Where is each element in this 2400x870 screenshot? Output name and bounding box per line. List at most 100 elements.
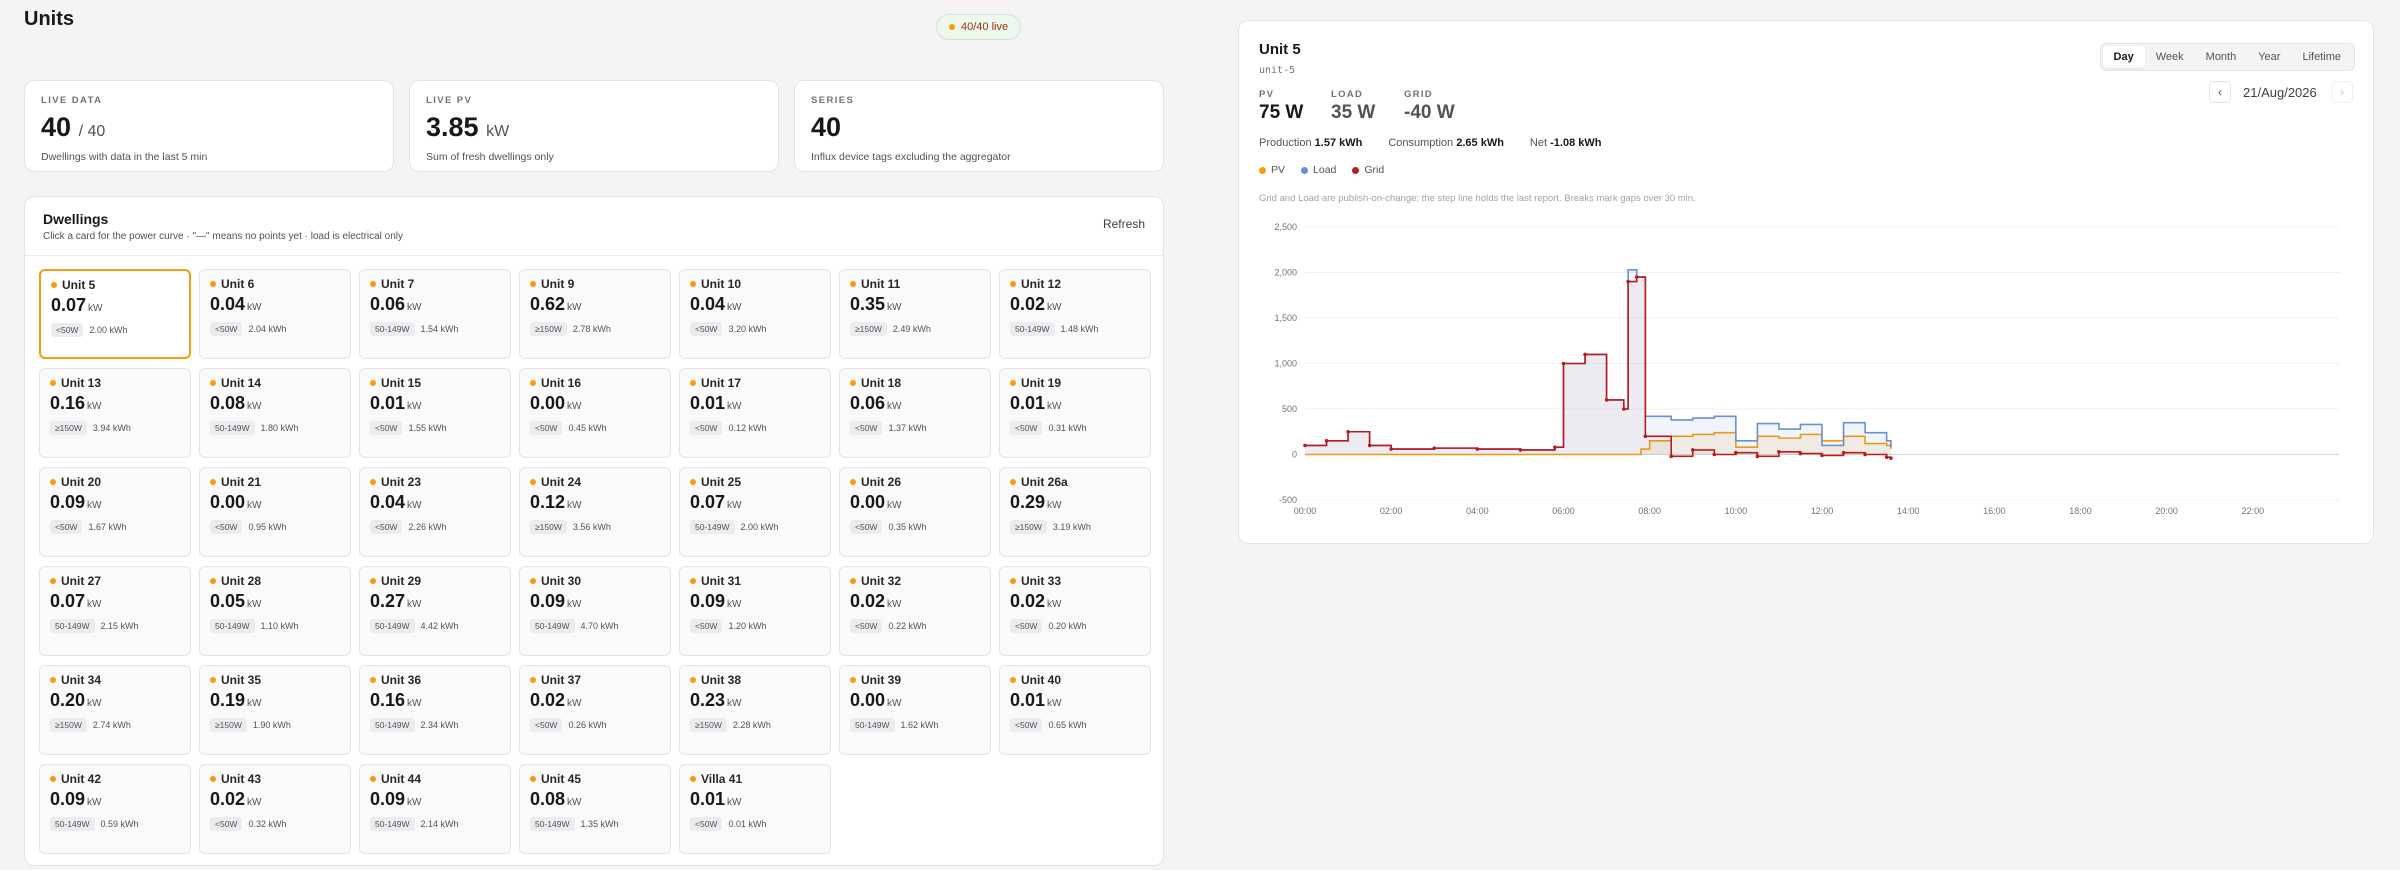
dwelling-card[interactable]: Unit 11 0.35 kW ≥150W 2.49 kWh <box>839 269 991 359</box>
stat-value: 40 <box>811 112 842 142</box>
grid-point <box>1367 443 1372 448</box>
refresh-button[interactable]: Refresh <box>1102 217 1145 231</box>
dwelling-power: 0.29 kW <box>1010 492 1062 512</box>
next-date-button[interactable]: › <box>2331 81 2353 103</box>
dwelling-energy: 1.90 kWh <box>252 720 291 730</box>
dwelling-card[interactable]: Unit 17 0.01 kW <50W 0.12 kWh <box>679 368 831 458</box>
dwelling-card[interactable]: Unit 26a 0.29 kW ≥150W 3.19 kWh <box>999 467 1151 557</box>
divider <box>25 255 1163 256</box>
dwelling-card[interactable]: Unit 12 0.02 kW 50-149W 1.48 kWh <box>999 269 1151 359</box>
dwelling-energy: 0.26 kWh <box>568 720 607 730</box>
dwelling-card[interactable]: Unit 45 0.08 kW 50-149W 1.35 kWh <box>519 764 671 854</box>
dwelling-card[interactable]: Unit 36 0.16 kW 50-149W 2.34 kWh <box>359 665 511 755</box>
dwelling-card[interactable]: Unit 42 0.09 kW 50-149W 0.59 kWh <box>39 764 191 854</box>
dwelling-energy: 1.55 kWh <box>408 423 447 433</box>
dwelling-card[interactable]: Unit 14 0.08 kW 50-149W 1.80 kWh <box>199 368 351 458</box>
dwelling-card[interactable]: Unit 27 0.07 kW 50-149W 2.15 kWh <box>39 566 191 656</box>
tab-lifetime[interactable]: Lifetime <box>2302 51 2341 63</box>
dwelling-energy: 1.62 kWh <box>900 720 939 730</box>
dwelling-name: Unit 27 <box>50 574 180 588</box>
stat-description: Dwellings with data in the last 5 min <box>41 151 208 163</box>
grid-point <box>1777 449 1781 454</box>
dwelling-card[interactable]: Unit 5 0.07 kW <50W 2.00 kWh <box>39 269 191 359</box>
dwelling-power: 0.09 kW <box>530 591 582 611</box>
status-dot-icon <box>210 380 216 386</box>
tab-day[interactable]: Day <box>2102 46 2145 68</box>
dwelling-card[interactable]: Unit 19 0.01 kW <50W 0.31 kWh <box>999 368 1151 458</box>
status-dot-icon <box>51 282 57 288</box>
dwelling-name: Unit 31 <box>690 574 820 588</box>
dwelling-name: Unit 21 <box>210 475 340 489</box>
status-dot-icon <box>530 380 536 386</box>
dwelling-card[interactable]: Unit 34 0.20 kW ≥150W 2.74 kWh <box>39 665 191 755</box>
dwelling-card[interactable]: Unit 29 0.27 kW 50-149W 4.42 kWh <box>359 566 511 656</box>
dwelling-energy: 2.28 kWh <box>732 720 771 730</box>
dwelling-power: 0.08 kW <box>210 393 262 413</box>
dwelling-card[interactable]: Unit 35 0.19 kW ≥150W 1.90 kWh <box>199 665 351 755</box>
dwelling-card[interactable]: Unit 33 0.02 kW <50W 0.20 kWh <box>999 566 1151 656</box>
dwelling-power: 0.02 kW <box>850 591 902 611</box>
dwelling-energy: 2.14 kWh <box>420 819 459 829</box>
load-band-badge: 50-149W <box>690 520 735 534</box>
dwelling-card[interactable]: Unit 26 0.00 kW <50W 0.35 kWh <box>839 467 991 557</box>
dwelling-card[interactable]: Unit 13 0.16 kW ≥150W 3.94 kWh <box>39 368 191 458</box>
status-dot-icon <box>1010 281 1016 287</box>
dwelling-card[interactable]: Unit 15 0.01 kW <50W 1.55 kWh <box>359 368 511 458</box>
dwelling-card[interactable]: Unit 43 0.02 kW <50W 0.32 kWh <box>199 764 351 854</box>
dwelling-meta: ≥150W 3.94 kWh <box>50 421 180 435</box>
status-dot-icon <box>530 578 536 584</box>
dwelling-card[interactable]: Unit 24 0.12 kW ≥150W 3.56 kWh <box>519 467 671 557</box>
dwelling-name: Unit 29 <box>370 574 500 588</box>
dwelling-card[interactable]: Unit 40 0.01 kW <50W 0.65 kWh <box>999 665 1151 755</box>
dwelling-card[interactable]: Unit 6 0.04 kW <50W 2.04 kWh <box>199 269 351 359</box>
dwelling-card[interactable]: Unit 9 0.62 kW ≥150W 2.78 kWh <box>519 269 671 359</box>
dwelling-card[interactable]: Unit 28 0.05 kW 50-149W 1.10 kWh <box>199 566 351 656</box>
status-dot-icon <box>1010 380 1016 386</box>
dwelling-card[interactable]: Unit 39 0.00 kW 50-149W 1.62 kWh <box>839 665 991 755</box>
previous-date-button[interactable]: ‹ <box>2209 81 2231 103</box>
status-dot-icon <box>850 479 856 485</box>
load-band-badge: <50W <box>850 421 883 435</box>
load-band-badge: 50-149W <box>370 619 415 633</box>
grid-point <box>1690 448 1695 452</box>
dwelling-card[interactable]: Unit 44 0.09 kW 50-149W 2.14 kWh <box>359 764 511 854</box>
status-dot-icon <box>50 776 56 782</box>
dwelling-name: Unit 14 <box>210 376 340 390</box>
dwelling-card[interactable]: Unit 38 0.23 kW ≥150W 2.28 kWh <box>679 665 831 755</box>
status-dot-icon <box>50 677 56 683</box>
grid-point <box>1346 429 1350 434</box>
load-band-badge: 50-149W <box>210 619 255 633</box>
dwelling-card[interactable]: Villa 41 0.01 kW <50W 0.01 kWh <box>679 764 831 854</box>
dwelling-energy: 0.45 kWh <box>568 423 607 433</box>
status-dot-icon <box>210 578 216 584</box>
status-dot-icon <box>50 380 56 386</box>
dwelling-card[interactable]: Unit 20 0.09 kW <50W 1.67 kWh <box>39 467 191 557</box>
dwelling-card[interactable]: Unit 30 0.09 kW 50-149W 4.70 kWh <box>519 566 671 656</box>
dwelling-name: Unit 7 <box>370 277 500 291</box>
dwelling-card[interactable]: Unit 25 0.07 kW 50-149W 2.00 kWh <box>679 467 831 557</box>
load-band-badge: <50W <box>690 421 723 435</box>
dwelling-card[interactable]: Unit 31 0.09 kW <50W 1.20 kWh <box>679 566 831 656</box>
dwelling-power: 0.00 kW <box>210 492 262 512</box>
tab-month[interactable]: Month <box>2205 51 2237 63</box>
dwelling-card[interactable]: Unit 37 0.02 kW <50W 0.26 kWh <box>519 665 671 755</box>
dwelling-card[interactable]: Unit 7 0.06 kW 50-149W 1.54 kWh <box>359 269 511 359</box>
tab-year[interactable]: Year <box>2258 51 2281 63</box>
dwelling-name: Unit 42 <box>50 772 180 786</box>
dwelling-name: Unit 12 <box>1010 277 1140 291</box>
dwelling-card[interactable]: Unit 16 0.00 kW <50W 0.45 kWh <box>519 368 671 458</box>
dwelling-card[interactable]: Unit 10 0.04 kW <50W 3.20 kWh <box>679 269 831 359</box>
status-dot-icon <box>370 578 376 584</box>
load-band-badge: 50-149W <box>50 619 95 633</box>
dwelling-energy: 1.35 kWh <box>580 819 619 829</box>
dwelling-energy: 3.19 kWh <box>1052 522 1091 532</box>
dwelling-energy: 0.20 kWh <box>1048 621 1087 631</box>
dwelling-card[interactable]: Unit 32 0.02 kW <50W 0.22 kWh <box>839 566 991 656</box>
dwelling-card[interactable]: Unit 18 0.06 kW <50W 1.37 kWh <box>839 368 991 458</box>
dwelling-card[interactable]: Unit 21 0.00 kW <50W 0.95 kWh <box>199 467 351 557</box>
tab-week[interactable]: Week <box>2155 51 2184 63</box>
dwelling-card[interactable]: Unit 23 0.04 kW <50W 2.26 kWh <box>359 467 511 557</box>
dwelling-energy: 2.15 kWh <box>100 621 139 631</box>
series-area-grid <box>1305 277 1891 459</box>
dwelling-energy: 4.42 kWh <box>420 621 459 631</box>
